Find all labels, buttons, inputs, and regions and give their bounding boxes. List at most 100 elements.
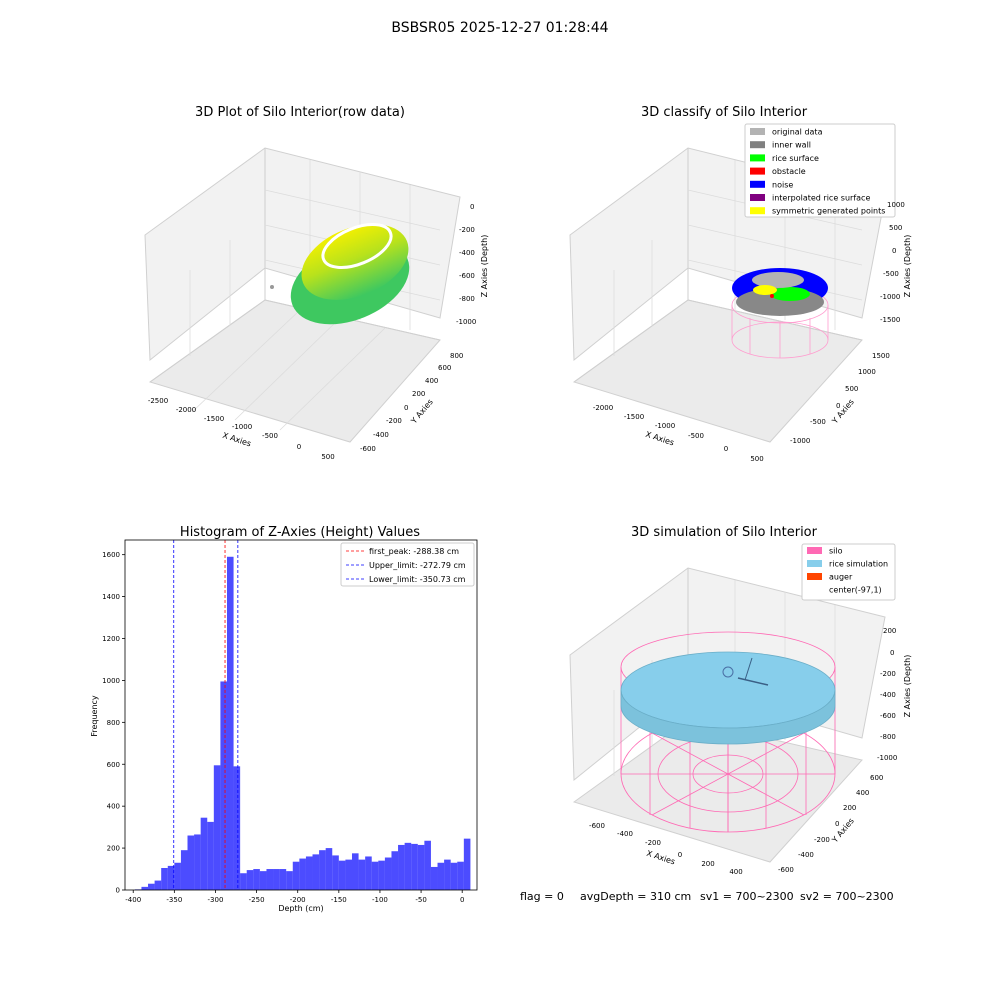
svg-text:200: 200 [883, 627, 896, 635]
status-avg-depth: avgDepth = 310 cm [580, 890, 691, 903]
svg-text:0: 0 [892, 247, 896, 255]
histogram-bar [187, 835, 195, 890]
svg-text:600: 600 [438, 364, 451, 372]
histogram-bar [398, 844, 405, 890]
svg-text:0: 0 [836, 402, 840, 410]
histogram-bar [365, 856, 372, 890]
svg-text:-1500: -1500 [624, 413, 644, 421]
classify-legend-box [744, 123, 896, 218]
svg-text:-600: -600 [778, 866, 794, 874]
histogram-bar [338, 860, 346, 890]
svg-text:0: 0 [470, 203, 474, 211]
svg-text:-1000: -1000 [655, 422, 675, 430]
histogram-y-tick-label: 1600 [102, 551, 120, 559]
histogram-bar [233, 766, 241, 890]
classify-legend-label: symmetric generated points [772, 207, 885, 216]
histogram-bar [384, 857, 392, 890]
histogram-x-tick-label: -200 [290, 896, 306, 904]
histogram-plot-frame [125, 540, 477, 890]
histogram-y-tick-label: 1400 [102, 593, 120, 601]
raw-xlabel: X Axies [221, 431, 252, 449]
histogram-bar [325, 848, 333, 890]
raw-zlabel: Z Axies (Depth) [480, 235, 489, 298]
classify-legend-label: original data [772, 128, 823, 137]
raw-z-ticks: 0 -200 -400 -600 -800 -1000 [456, 203, 476, 326]
histogram-bar [332, 855, 339, 890]
svg-text:-1000: -1000 [232, 423, 252, 431]
histogram-legend-label: Upper_limit: -272.79 cm [369, 561, 466, 570]
simulation-legend-swatch [807, 573, 822, 580]
histogram-bar [266, 869, 274, 890]
classify-legend-swatch [750, 167, 765, 175]
histogram-x-tick-label: 0 [460, 896, 464, 904]
classify-ylabel: Y Axies [830, 397, 856, 426]
histogram-bar [351, 853, 359, 890]
histogram-bar [246, 870, 254, 890]
histogram-legend-label: first_peak: -288.38 cm [369, 547, 459, 556]
classify-legend-label: inner wall [772, 141, 811, 150]
sim-auger-line [737, 677, 769, 686]
classify-obstacle [770, 294, 774, 298]
simulation-legend-swatch [807, 560, 822, 567]
classify-zlabel: Z Axies (Depth) [903, 235, 912, 298]
svg-text:-1000: -1000 [877, 754, 897, 762]
sim-x-ticks: -600 -400 -200 0 200 400 [589, 822, 743, 876]
histogram-bar [358, 859, 366, 890]
classify-legend-swatch [750, 141, 765, 149]
svg-text:-200: -200 [459, 226, 475, 234]
histogram-bar [167, 865, 175, 890]
status-sv2: sv2 = 700~2300 [800, 890, 894, 903]
classify-rice-surface [770, 287, 810, 301]
histogram-bar [154, 880, 162, 890]
svg-text:200: 200 [701, 860, 714, 868]
panel-raw-3d: 3D Plot of Silo Interior(row data) -2500… [144, 105, 489, 461]
classify-z-ticks: 1000 500 0 -500 -1000 -1500 [880, 201, 905, 324]
histogram-bar [391, 851, 399, 890]
svg-text:-800: -800 [459, 295, 475, 303]
svg-text:-1000: -1000 [880, 293, 900, 301]
svg-text:-200: -200 [880, 670, 896, 678]
svg-text:-1500: -1500 [204, 415, 224, 423]
histogram-legend: first_peak: -288.38 cm Upper_limit: -272.… [346, 547, 466, 584]
raw-title: 3D Plot of Silo Interior(row data) [195, 105, 405, 120]
histogram-bar [141, 886, 149, 890]
histogram-y-tick-label: 400 [107, 803, 120, 811]
classify-xlabel: X Axies [644, 430, 675, 448]
classify-legend-swatch [750, 154, 765, 162]
sim-rice-side [620, 689, 836, 745]
classify-legend-swatch [750, 207, 765, 215]
histogram-bar [259, 871, 267, 890]
histogram-bar [174, 862, 181, 890]
sim-ylabel: Y Axies [830, 816, 856, 845]
histogram-x-tick-label: -150 [331, 896, 347, 904]
classify-original-data [752, 272, 804, 288]
histogram-y-tick-label: 0 [116, 887, 120, 895]
histogram-bar [194, 834, 201, 890]
histogram-bar [299, 858, 306, 890]
histogram-ylabel: Frequency [90, 695, 99, 737]
svg-text:-500: -500 [810, 418, 826, 426]
classify-legend-label: obstacle [772, 167, 806, 176]
svg-text:0: 0 [724, 445, 728, 453]
histogram-bar [213, 765, 221, 890]
histogram-x-tick-label: -50 [415, 896, 426, 904]
histogram-bar [240, 873, 247, 890]
svg-text:-1500: -1500 [880, 316, 900, 324]
simulation-legend-label: silo [829, 547, 843, 556]
simulation-legend-label: rice simulation [829, 560, 888, 569]
svg-text:500: 500 [845, 385, 858, 393]
histogram-x-tick-label: -350 [166, 896, 182, 904]
classify-legend-swatch [750, 128, 765, 135]
histogram-bar [220, 681, 227, 890]
svg-text:-400: -400 [459, 249, 475, 257]
classify-legend-label: rice surface [772, 154, 819, 163]
histogram-y-tick-label: 200 [107, 845, 120, 853]
histogram-bar [417, 844, 425, 890]
svg-text:0: 0 [404, 404, 408, 412]
svg-text:0: 0 [835, 820, 839, 828]
svg-text:0: 0 [678, 851, 682, 859]
histogram-bar [312, 854, 320, 890]
simulation-legend-swatch [807, 547, 822, 554]
simulation-title: 3D simulation of Silo Interior [631, 525, 818, 540]
